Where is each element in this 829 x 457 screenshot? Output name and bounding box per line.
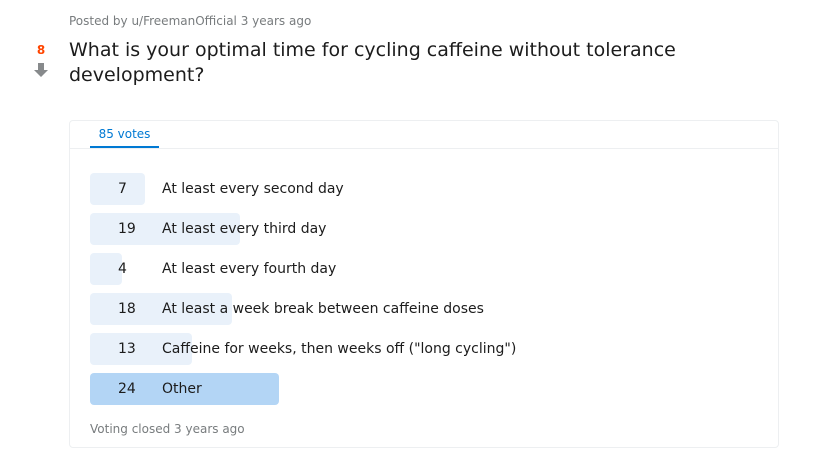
option-label: At least a week break between caffeine d…: [162, 301, 484, 317]
option-result-bar: [90, 213, 240, 245]
option-vote-count: 24: [118, 381, 136, 397]
option-vote-count: 19: [118, 221, 136, 237]
poll-tabs: 85 votes: [70, 121, 778, 149]
option-result-bar: [90, 333, 192, 365]
poll-card: 85 votes 7 At least every second day 19 …: [69, 120, 779, 448]
downvote-arrow-icon[interactable]: [33, 62, 49, 78]
tab-votes[interactable]: 85 votes: [90, 121, 159, 148]
option-label: Caffeine for weeks, then weeks off ("lon…: [162, 341, 517, 357]
poll-option: 18 At least a week break between caffein…: [90, 293, 760, 325]
option-result-bar: [90, 373, 279, 405]
poll-options: 7 At least every second day 19 At least …: [90, 173, 760, 413]
post-score: 8: [36, 43, 46, 57]
poll-option: 4 At least every fourth day: [90, 253, 760, 285]
option-label: At least every second day: [162, 181, 344, 197]
option-label: Other: [162, 381, 202, 397]
post-title[interactable]: What is your optimal time for cycling ca…: [69, 39, 676, 86]
voting-closed-text: Voting closed 3 years ago: [90, 422, 245, 436]
poll-option: 19 At least every third day: [90, 213, 760, 245]
option-result-bar: [90, 293, 232, 325]
option-label: At least every third day: [162, 221, 327, 237]
option-label: At least every fourth day: [162, 261, 337, 277]
option-vote-count: 4: [118, 261, 127, 277]
poll-option: 7 At least every second day: [90, 173, 760, 205]
vote-column: 8: [28, 42, 54, 78]
poll-option: 13 Caffeine for weeks, then weeks off ("…: [90, 333, 760, 365]
option-vote-count: 18: [118, 301, 136, 317]
option-vote-count: 7: [118, 181, 127, 197]
option-vote-count: 13: [118, 341, 136, 357]
post-meta: Posted by u/FreemanOfficial 3 years ago: [69, 14, 312, 28]
poll-option: 24 Other: [90, 373, 760, 405]
option-result-bar: [90, 253, 122, 285]
option-result-bar: [90, 173, 145, 205]
